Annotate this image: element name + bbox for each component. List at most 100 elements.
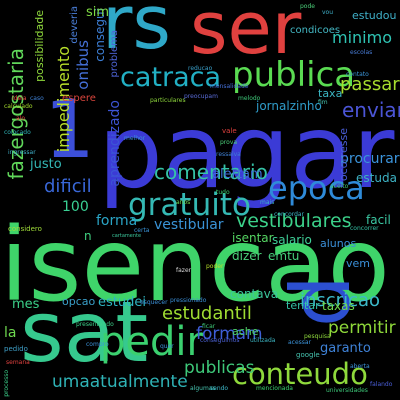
cloud-word: vestibular: [154, 217, 224, 233]
cloud-word: minimo: [332, 28, 392, 47]
cloud-word: taxa: [318, 87, 343, 100]
cloud-word: cartamente: [112, 233, 142, 239]
cloud-word: dizer: [232, 249, 262, 263]
cloud-word: problema: [109, 30, 120, 78]
cloud-word: alertam: [212, 167, 263, 182]
cloud-word: conseguimos: [200, 337, 240, 344]
cloud-word: preocupam: [184, 93, 218, 100]
cloud-word: concordar: [274, 211, 305, 218]
cloud-word: sat: [20, 283, 149, 381]
cloud-word: esquecer: [140, 299, 168, 306]
cloud-word: garanto: [320, 341, 371, 356]
cloud-word: pagar: [98, 93, 395, 212]
cloud-word: ser: [190, 0, 302, 70]
cloud-word: publicas: [184, 358, 255, 378]
cloud-word: ficar: [202, 323, 216, 330]
cloud-word: certa: [134, 227, 150, 234]
cloud-word: vale: [222, 127, 237, 135]
cloud-word: prova: [220, 139, 238, 146]
cloud-word: reducao: [188, 65, 213, 72]
cloud-word: algumas: [190, 385, 216, 392]
cloud-word: possibilidade: [33, 10, 46, 82]
cloud-word: inscricao: [300, 290, 381, 311]
cloud-word: jornalzinho: [256, 99, 322, 113]
cloud-word: ache: [232, 325, 259, 338]
cloud-word: mes: [12, 297, 40, 312]
cloud-word: fim: [318, 99, 328, 106]
cloud-word: condicoes: [290, 25, 341, 36]
cloud-word: deveria: [69, 6, 80, 44]
cloud-word: isencao: [0, 206, 390, 325]
cloud-word: tudo: [216, 189, 230, 196]
cloud-word: compro: [86, 341, 109, 348]
cloud-word: justo: [30, 157, 62, 172]
cloud-word: n: [84, 229, 92, 243]
cloud-word: enviar: [342, 98, 400, 122]
cloud-word: ingressar: [8, 149, 36, 156]
cloud-word: gratuito: [128, 187, 251, 223]
cloud-word: contato: [346, 71, 369, 78]
cloud-word: estudou: [352, 9, 397, 22]
cloud-word: presentando: [76, 321, 114, 328]
cloud-word: 1: [44, 83, 95, 176]
cloud-word: conteudo: [232, 357, 368, 391]
cloud-word: considero: [8, 225, 42, 233]
cloud-word: catraca: [120, 62, 222, 93]
cloud-word: passar: [340, 74, 400, 95]
cloud-word: dificil: [44, 176, 92, 197]
cloud-word: vou: [322, 9, 334, 16]
cloud-word: vestibulares: [236, 210, 352, 232]
cloud-word: escolas: [350, 49, 373, 56]
cloud-word: publica: [232, 55, 356, 95]
cloud-word: opcao: [62, 295, 96, 308]
cloud-word: caso: [30, 95, 44, 102]
cloud-word: processo: [3, 370, 10, 397]
cloud-word: rs: [102, 0, 171, 66]
cloud-word: alo: [16, 115, 26, 122]
cloud-word: aceito: [330, 183, 349, 190]
cloud-word: salario: [272, 233, 312, 247]
cloud-word: utilizada: [250, 337, 276, 344]
cloud-word: pedir: [100, 319, 203, 365]
cloud-word: ocorresse: [337, 128, 350, 182]
cloud-word: mensalidade: [210, 83, 249, 90]
cloud-word: anos: [176, 199, 191, 206]
cloud-word: ideia: [12, 95, 27, 102]
cloud-word: fazer: [176, 267, 192, 274]
cloud-word: aprendizado: [107, 100, 123, 187]
cloud-word: acessar: [288, 339, 312, 346]
cloud-word: emtu: [268, 249, 300, 263]
cloud-word: sim: [86, 5, 110, 20]
cloud-word: quer: [160, 343, 174, 350]
cloud-word: isentar: [232, 231, 274, 245]
cloud-word: ressalva: [216, 151, 241, 158]
cloud-word: forma: [96, 213, 138, 229]
cloud-word: la: [4, 325, 17, 341]
cloud-word: sendo: [210, 385, 229, 392]
cloud-word: pesquisa: [304, 333, 331, 340]
cloud-word: pode: [300, 3, 315, 10]
cloud-word: estudantil: [162, 303, 252, 324]
cloud-word: melodo: [238, 95, 261, 102]
cloud-word: facil: [366, 213, 391, 227]
cloud-word: comentario: [154, 160, 268, 184]
cloud-word: fazergostaria: [4, 48, 28, 180]
cloud-word: concorrer: [350, 225, 379, 232]
cloud-word: taxas: [322, 299, 355, 313]
cloud-word: mencionada: [256, 385, 293, 392]
cloud-word: tentar: [286, 299, 320, 312]
cloud-word: espere: [62, 93, 96, 104]
cloud-word: epoca: [268, 169, 365, 207]
cloud-word: aberta: [350, 363, 370, 370]
cloud-word: mais: [260, 199, 275, 206]
cloud-word: semana: [6, 359, 30, 366]
cloud-word: 100: [62, 199, 89, 215]
cloud-word: particulares: [150, 97, 186, 104]
cloud-word: estuda: [356, 171, 397, 185]
cloud-word: onibus: [74, 40, 92, 90]
cloud-word: poder: [206, 263, 224, 270]
cloud-word: falando: [370, 381, 393, 388]
cloud-word: google: [296, 351, 320, 359]
cloud-word: alunos: [320, 237, 357, 250]
